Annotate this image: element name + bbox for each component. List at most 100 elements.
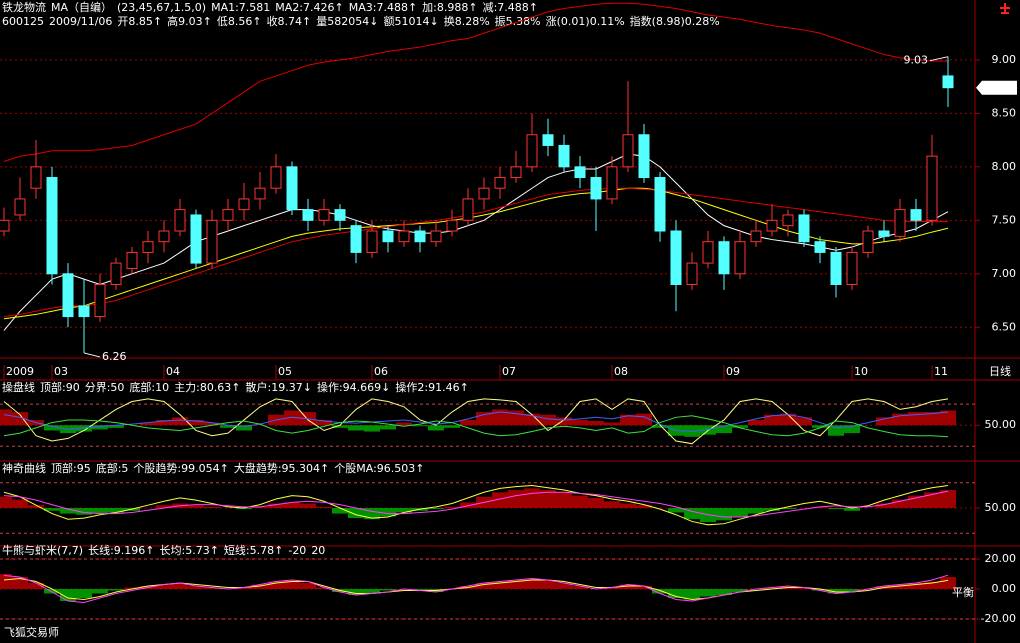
y-tick-label: 6.50 <box>992 320 1017 333</box>
histogram-bar <box>300 583 316 589</box>
candle-body <box>94 283 106 318</box>
header-text: MA2:7.426↑ <box>275 1 343 14</box>
last-price-box <box>976 80 1017 95</box>
histogram-bar <box>44 425 60 431</box>
y-tick-label: 50.00 <box>985 501 1017 514</box>
histogram-bar <box>492 581 508 589</box>
histogram-bar <box>76 507 92 515</box>
series-line <box>3 398 949 445</box>
candle-body <box>14 198 26 216</box>
last-price-label: 8.74 <box>990 81 1015 94</box>
histogram-bar <box>748 507 764 514</box>
histogram-bar <box>236 507 252 510</box>
histogram-bar <box>108 425 124 428</box>
candle-body <box>0 219 10 232</box>
candle-body <box>526 134 538 168</box>
candle-body <box>302 209 314 221</box>
candle-body <box>190 214 202 264</box>
candle-body <box>574 166 586 179</box>
histogram-bar <box>156 505 172 508</box>
histogram-bar <box>780 507 796 510</box>
candle-body <box>334 209 346 221</box>
histogram-bar <box>188 505 204 508</box>
candle-body <box>478 187 490 200</box>
histogram-bar <box>892 584 908 589</box>
histogram-bar <box>844 507 860 511</box>
candle-body <box>750 230 762 243</box>
candle-body <box>398 230 410 243</box>
candle-body <box>78 305 90 318</box>
histogram-bar <box>588 421 604 426</box>
candle-body <box>446 219 458 232</box>
candle-body <box>62 273 74 318</box>
header-text: MA（自编） <box>51 0 112 14</box>
series-line <box>3 415 949 438</box>
histogram-bar <box>508 580 524 589</box>
candle-body <box>718 241 730 275</box>
histogram-bar <box>156 584 172 589</box>
header-text: 主力:80.63↑ <box>174 381 240 394</box>
histogram-bar <box>748 419 764 426</box>
low-leader <box>83 352 101 358</box>
y-tick-label: 50.00 <box>985 418 1017 431</box>
x-tick-label: 2009 <box>6 365 34 378</box>
histogram-bar <box>764 507 780 511</box>
histogram-bar <box>236 425 252 431</box>
histogram-bar <box>636 413 652 426</box>
y-tick-label: 8.00 <box>992 160 1017 173</box>
candle-body <box>910 209 922 221</box>
histogram-bar <box>28 505 44 508</box>
header-text: 低8.56↑ <box>217 15 262 28</box>
histogram-bar <box>444 506 460 508</box>
histogram-bar <box>556 583 572 589</box>
histogram-bar <box>300 503 316 508</box>
histogram-bar <box>380 425 396 430</box>
series-line <box>3 411 949 433</box>
candle-body <box>654 177 666 232</box>
histogram-bar <box>572 586 588 589</box>
histogram-bar <box>716 425 732 434</box>
histogram-bar <box>348 425 364 431</box>
histogram-bar <box>684 507 700 520</box>
histogram-bar <box>140 422 156 426</box>
histogram-bar <box>828 507 844 510</box>
header-text: -20 <box>288 544 306 557</box>
histogram-bar <box>636 505 652 508</box>
x-tick-label: 11 <box>934 365 948 378</box>
histogram-bar <box>348 507 364 519</box>
histogram-bar <box>620 414 636 426</box>
candle-body <box>30 166 42 189</box>
period-label: 日线 <box>989 364 1011 378</box>
histogram-bar <box>284 410 300 426</box>
header-text: 长均:5.73↑ <box>160 544 219 557</box>
header-text: 减:7.488↑ <box>483 1 538 14</box>
histogram-bar <box>652 425 668 428</box>
header-text: 顶部:95 <box>51 461 91 475</box>
candle-body <box>382 230 394 243</box>
candle-body <box>894 209 906 237</box>
y-tick-label: 0.00 <box>992 582 1017 595</box>
histogram-bar <box>604 587 620 589</box>
candle-body <box>206 219 218 264</box>
candle-body <box>782 214 794 227</box>
histogram-bar <box>556 417 572 426</box>
header-text: 散户:19.37↓ <box>246 380 312 394</box>
header-text: 个股趋势:99.054↑ <box>133 462 228 475</box>
histogram-bar <box>284 580 300 589</box>
candle-body <box>814 241 826 253</box>
histogram-bar <box>764 414 780 426</box>
histogram-bar <box>380 507 396 517</box>
histogram-bar <box>636 586 652 589</box>
histogram-bar <box>668 507 684 513</box>
icon <box>1000 3 1010 14</box>
x-tick-label: 10 <box>854 365 868 378</box>
histogram-bar <box>876 503 892 508</box>
y-tick-label: -20.00 <box>981 612 1016 625</box>
histogram-bar <box>316 419 332 426</box>
header-text: 分界:50 <box>85 381 125 394</box>
header-text: 短线:5.78↑ <box>224 543 283 557</box>
histogram-bar <box>124 587 140 589</box>
histogram-bar <box>908 583 924 589</box>
histogram-bar <box>684 425 700 437</box>
